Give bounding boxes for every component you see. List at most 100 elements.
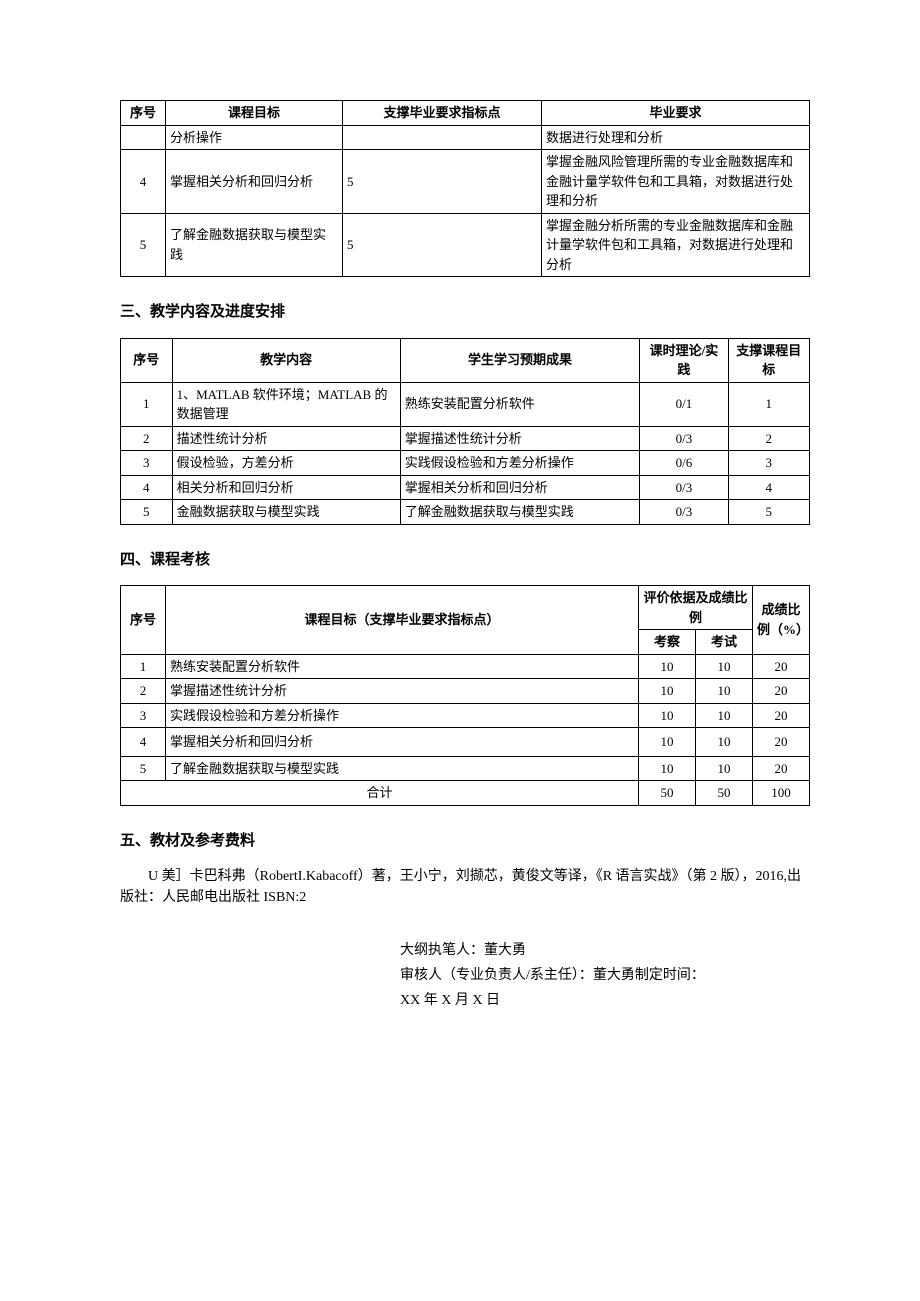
signoff-block: 大纲执笔人：董大勇 审核人（专业负责人/系主任）：董大勇制定时间： XX 年 X… bbox=[400, 938, 810, 1014]
cell-num: 4 bbox=[121, 475, 173, 500]
cell-num: 5 bbox=[121, 756, 166, 781]
cell-req: 掌握金融分析所需的专业金融数据库和金融计量学软件包和工具箱，对数据进行处理和分析 bbox=[542, 213, 810, 277]
table-row: 2描述性统计分析掌握描述性统计分析0/32 bbox=[121, 426, 810, 451]
cell-num: 1 bbox=[121, 654, 166, 679]
table-row: 4相关分析和回归分析掌握相关分析和回归分析0/34 bbox=[121, 475, 810, 500]
col-num: 序号 bbox=[121, 101, 166, 126]
table-total-row: 合计 50 50 100 bbox=[121, 781, 810, 806]
cell-req: 数据进行处理和分析 bbox=[542, 125, 810, 150]
table-row: 3假设检验，方差分析实践假设检验和方差分析操作0/63 bbox=[121, 451, 810, 476]
table-row: 5 了解金融数据获取与模型实践 5 掌握金融分析所需的专业金融数据库和金融计量学… bbox=[121, 213, 810, 277]
col-exam1: 考察 bbox=[639, 630, 696, 655]
cell-goal: 实践假设检验和方差分析操作 bbox=[166, 703, 639, 728]
section-title-5: 五、教材及参考费料 bbox=[120, 830, 810, 853]
section-title-4: 四、课程考核 bbox=[120, 549, 810, 572]
cell-c: 20 bbox=[753, 756, 810, 781]
cell-a: 10 bbox=[639, 756, 696, 781]
cell-outcome: 了解金融数据获取与模型实践 bbox=[400, 500, 640, 525]
cell-goal: 掌握相关分析和回归分析 bbox=[166, 150, 343, 214]
cell-content: 假设检验，方差分析 bbox=[172, 451, 400, 476]
col-goal: 课程目标 bbox=[166, 101, 343, 126]
cell-goal: 了解金融数据获取与模型实践 bbox=[166, 213, 343, 277]
col-score: 成绩比例（%） bbox=[753, 586, 810, 655]
cell-num: 1 bbox=[121, 382, 173, 426]
cell-num: 5 bbox=[121, 500, 173, 525]
cell-num: 3 bbox=[121, 451, 173, 476]
sign-author: 大纲执笔人：董大勇 bbox=[400, 938, 810, 963]
col-hours: 课时理论/实践 bbox=[640, 338, 728, 382]
cell-goal: 了解金融数据获取与模型实践 bbox=[166, 756, 639, 781]
sign-date: XX 年 X 月 X 日 bbox=[400, 988, 810, 1013]
cell-a: 10 bbox=[639, 703, 696, 728]
col-idx: 支撑毕业要求指标点 bbox=[343, 101, 542, 126]
table-course-goals: 序号 课程目标 支撑毕业要求指标点 毕业要求 分析操作 数据进行处理和分析 4 … bbox=[120, 100, 810, 277]
table-assessment: 序号 课程目标（支撑毕业要求指标点） 评价依据及成绩比例 成绩比例（%） 考察 … bbox=[120, 585, 810, 806]
cell-goal: 1 bbox=[728, 382, 809, 426]
cell-c: 20 bbox=[753, 679, 810, 704]
cell-b: 10 bbox=[696, 756, 753, 781]
cell-hours: 0/1 bbox=[640, 382, 728, 426]
cell-goal: 掌握描述性统计分析 bbox=[166, 679, 639, 704]
table-row: 4掌握相关分析和回归分析101020 bbox=[121, 728, 810, 757]
cell-outcome: 实践假设检验和方差分析操作 bbox=[400, 451, 640, 476]
cell-goal: 分析操作 bbox=[166, 125, 343, 150]
col-num: 序号 bbox=[121, 586, 166, 655]
cell-content: 相关分析和回归分析 bbox=[172, 475, 400, 500]
cell-outcome: 掌握相关分析和回归分析 bbox=[400, 475, 640, 500]
cell-content: 描述性统计分析 bbox=[172, 426, 400, 451]
cell-b: 10 bbox=[696, 654, 753, 679]
cell-num: 4 bbox=[121, 728, 166, 757]
cell-goal: 5 bbox=[728, 500, 809, 525]
cell-idx: 5 bbox=[343, 213, 542, 277]
cell-goal: 掌握相关分析和回归分析 bbox=[166, 728, 639, 757]
cell-num: 3 bbox=[121, 703, 166, 728]
cell-outcome: 熟练安装配置分析软件 bbox=[400, 382, 640, 426]
cell-hours: 0/3 bbox=[640, 500, 728, 525]
table-row: 2掌握描述性统计分析101020 bbox=[121, 679, 810, 704]
table-row: 4 掌握相关分析和回归分析 5 掌握金融风险管理所需的专业金融数据库和金融计量学… bbox=[121, 150, 810, 214]
cell-c: 20 bbox=[753, 654, 810, 679]
table-row: 分析操作 数据进行处理和分析 bbox=[121, 125, 810, 150]
col-req: 毕业要求 bbox=[542, 101, 810, 126]
total-label: 合计 bbox=[121, 781, 639, 806]
col-eval: 评价依据及成绩比例 bbox=[639, 586, 753, 630]
cell-outcome: 掌握描述性统计分析 bbox=[400, 426, 640, 451]
col-content: 教学内容 bbox=[172, 338, 400, 382]
cell-content: 金融数据获取与模型实践 bbox=[172, 500, 400, 525]
table-teaching-schedule: 序号 教学内容 学生学习预期成果 课时理论/实践 支撑课程目标 11、MATLA… bbox=[120, 338, 810, 525]
cell-hours: 0/3 bbox=[640, 475, 728, 500]
col-goal: 课程目标（支撑毕业要求指标点） bbox=[166, 586, 639, 655]
cell-goal: 4 bbox=[728, 475, 809, 500]
cell-b: 10 bbox=[696, 679, 753, 704]
col-exam2: 考试 bbox=[696, 630, 753, 655]
cell-a: 10 bbox=[639, 728, 696, 757]
cell-goal: 熟练安装配置分析软件 bbox=[166, 654, 639, 679]
col-num: 序号 bbox=[121, 338, 173, 382]
cell-b: 10 bbox=[696, 728, 753, 757]
cell-b: 10 bbox=[696, 703, 753, 728]
cell-a: 10 bbox=[639, 679, 696, 704]
table-row: 5金融数据获取与模型实践了解金融数据获取与模型实践0/35 bbox=[121, 500, 810, 525]
table-row: 5了解金融数据获取与模型实践101020 bbox=[121, 756, 810, 781]
table-row: 3实践假设检验和方差分析操作101020 bbox=[121, 703, 810, 728]
cell-idx bbox=[343, 125, 542, 150]
sign-reviewer: 审核人（专业负责人/系主任）：董大勇制定时间： bbox=[400, 963, 810, 988]
col-goal: 支撑课程目标 bbox=[728, 338, 809, 382]
cell-content: 1、MATLAB 软件环境；MATLAB 的数据管理 bbox=[172, 382, 400, 426]
reference-text: U 美］卡巴科弗（RobertI.Kabacoff）著，王小宁，刘撷芯，黄俊文等… bbox=[120, 866, 810, 908]
cell-req: 掌握金融风险管理所需的专业金融数据库和金融计量学软件包和工具箱，对数据进行处理和… bbox=[542, 150, 810, 214]
cell-hours: 0/3 bbox=[640, 426, 728, 451]
cell-num: 2 bbox=[121, 426, 173, 451]
cell-a: 10 bbox=[639, 654, 696, 679]
cell-hours: 0/6 bbox=[640, 451, 728, 476]
cell-goal: 3 bbox=[728, 451, 809, 476]
table-row: 11、MATLAB 软件环境；MATLAB 的数据管理熟练安装配置分析软件0/1… bbox=[121, 382, 810, 426]
cell-c: 20 bbox=[753, 703, 810, 728]
cell-c: 20 bbox=[753, 728, 810, 757]
col-outcome: 学生学习预期成果 bbox=[400, 338, 640, 382]
section-title-3: 三、教学内容及进度安排 bbox=[120, 301, 810, 324]
cell-goal: 2 bbox=[728, 426, 809, 451]
table-row: 1熟练安装配置分析软件101020 bbox=[121, 654, 810, 679]
cell-idx: 5 bbox=[343, 150, 542, 214]
cell-num: 2 bbox=[121, 679, 166, 704]
